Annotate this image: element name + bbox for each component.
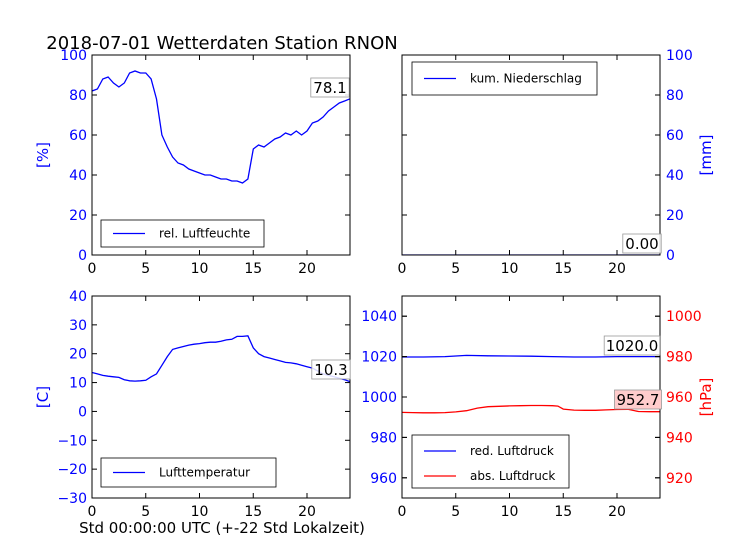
x-tick-label: 20 xyxy=(608,504,626,520)
y-tick-label: 40 xyxy=(69,289,87,305)
plot-frame xyxy=(91,295,351,499)
series-line-1 xyxy=(402,354,660,358)
y-tick-label: −10 xyxy=(57,433,87,449)
y-tick-label: 10 xyxy=(69,376,87,392)
y-axis-label: [hPa] xyxy=(697,378,715,417)
y-axis-label: [C] xyxy=(34,386,52,408)
y-tick-label: 80 xyxy=(666,88,684,104)
panel-3: 0 5 10 15 20 −30 −20 −10 0 10 20 30 40 [C] Lufttempera… xyxy=(34,289,351,520)
value-annotation-box xyxy=(311,359,351,380)
x-tick-label: 20 xyxy=(298,504,316,520)
y-tick-label: 60 xyxy=(69,128,87,144)
y-tick-label: 0 xyxy=(78,404,87,420)
x-tick-label: 0 xyxy=(88,261,97,277)
legend-label: red. Luftdruck xyxy=(470,444,554,458)
y-tick-label: 980 xyxy=(370,430,397,446)
y-tick-label: 1040 xyxy=(361,309,397,325)
legend-box xyxy=(411,434,570,489)
series-line-1 xyxy=(92,70,350,184)
plot-frame xyxy=(91,54,351,256)
x-axis-label: Std 00:00:00 UTC (+-22 Std Lokalzeit) xyxy=(79,519,365,537)
panel-2: 0 5 10 15 20 0 20 40 60 80 100 [mm] kum. Niederschla… xyxy=(398,48,715,277)
legend-label: kum. Niederschlag xyxy=(470,72,582,86)
legend-label: abs. Luftdruck xyxy=(470,469,555,483)
value-annotation: 0.00 xyxy=(625,235,658,253)
value-annotation-box xyxy=(603,335,661,356)
y-tick-label: 100 xyxy=(666,48,693,64)
x-tick-label: 15 xyxy=(244,504,262,520)
y-tick-label: 0 xyxy=(78,248,87,264)
plot-frame xyxy=(401,54,661,256)
value-annotation: 952.7 xyxy=(617,391,660,409)
y-tick-label: −30 xyxy=(57,491,87,507)
y-tick-label: 20 xyxy=(666,208,684,224)
value-annotation: 78.1 xyxy=(313,79,346,97)
value-annotation-box xyxy=(614,389,662,410)
y-tick-label: 20 xyxy=(69,208,87,224)
x-tick-label: 15 xyxy=(554,261,572,277)
y-tick-label: 960 xyxy=(666,390,693,406)
x-tick-label: 20 xyxy=(298,261,316,277)
series-line-2 xyxy=(402,404,660,414)
x-tick-label: 5 xyxy=(451,261,460,277)
y-tick-label: 100 xyxy=(60,48,87,64)
legend: rel. Luftfeuchte xyxy=(100,219,265,248)
panel-1: 0 5 10 15 20 0 20 40 60 80 100 [%] rel. Luftfeuchte 7… xyxy=(34,48,351,277)
x-tick-label: 5 xyxy=(141,504,150,520)
y-tick-label: 30 xyxy=(69,318,87,334)
y-tick-label: 1000 xyxy=(361,390,397,406)
legend: red. Luftdruck abs. Luftdruck xyxy=(411,434,570,489)
x-tick-label: 20 xyxy=(608,261,626,277)
x-tick-label: 10 xyxy=(501,504,519,520)
y-tick-label: 20 xyxy=(69,347,87,363)
legend: Lufttemperatur xyxy=(100,457,277,488)
y-tick-label: 920 xyxy=(666,471,693,487)
y-tick-label: 40 xyxy=(666,168,684,184)
y-tick-label: 80 xyxy=(69,88,87,104)
y-tick-label: 1000 xyxy=(666,309,702,325)
legend: kum. Niederschlag xyxy=(411,61,598,96)
legend-label: rel. Luftfeuchte xyxy=(159,227,250,241)
x-tick-label: 0 xyxy=(398,261,407,277)
y-axis-label: [mm] xyxy=(697,135,715,176)
y-tick-label: −20 xyxy=(57,462,87,478)
panel-4: 0 5 10 15 20 960 980 1000 1020 1040 920 940 960 980 10… xyxy=(361,295,715,520)
y-tick-label: 60 xyxy=(666,128,684,144)
x-tick-label: 15 xyxy=(554,504,572,520)
value-annotation-box xyxy=(622,233,662,254)
x-tick-label: 10 xyxy=(191,504,209,520)
x-tick-label: 15 xyxy=(244,261,262,277)
y-tick-label: 960 xyxy=(370,471,397,487)
x-tick-label: 5 xyxy=(451,504,460,520)
y-tick-label: 0 xyxy=(666,248,675,264)
value-annotation: 10.3 xyxy=(314,361,347,379)
y-tick-label: 40 xyxy=(69,168,87,184)
y-axis-label: [%] xyxy=(34,142,52,168)
value-annotation: 1020.0 xyxy=(606,337,659,355)
x-tick-label: 0 xyxy=(88,504,97,520)
x-tick-label: 10 xyxy=(501,261,519,277)
x-tick-label: 0 xyxy=(398,504,407,520)
y-tick-label: 1020 xyxy=(361,350,397,366)
legend-label: Lufttemperatur xyxy=(159,466,250,480)
series-line-1 xyxy=(92,335,350,383)
y-tick-label: 940 xyxy=(666,430,693,446)
figure-title: 2018-07-01 Wetterdaten Station RNON xyxy=(46,33,397,54)
y-tick-label: 980 xyxy=(666,350,693,366)
value-annotation-box xyxy=(310,77,350,98)
x-tick-label: 10 xyxy=(191,261,209,277)
x-tick-label: 5 xyxy=(141,261,150,277)
